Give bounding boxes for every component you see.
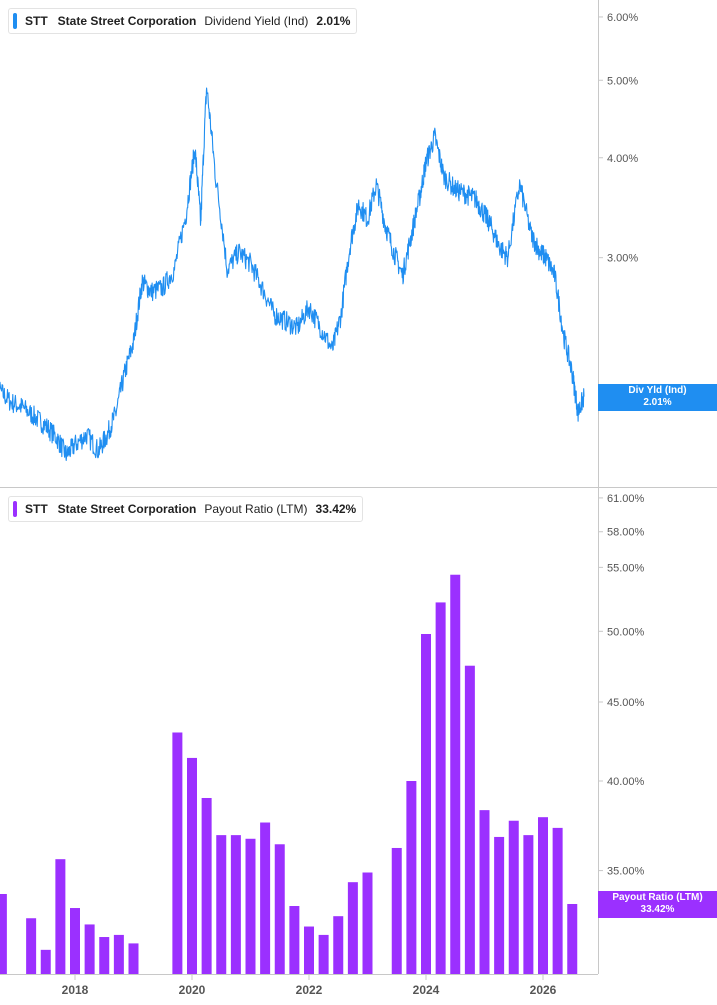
payout-bar xyxy=(216,835,227,974)
y-tick-label: 45.00% xyxy=(607,697,645,709)
payout-bar xyxy=(245,838,256,974)
legend-value: 2.01% xyxy=(316,14,351,28)
payout-bar xyxy=(494,836,505,974)
axes-layer xyxy=(0,0,717,980)
payout-bar xyxy=(567,903,578,974)
payout-value-badge: Payout Ratio (LTM) 33.42% xyxy=(598,890,717,918)
payout-bar xyxy=(552,827,563,974)
payout-bar xyxy=(333,916,344,974)
payout-bar xyxy=(201,797,212,974)
payout-bar xyxy=(70,908,80,974)
payout-bar xyxy=(0,893,7,974)
payout-bar xyxy=(113,934,124,974)
payout-bar xyxy=(421,633,431,974)
legend-metric: Payout Ratio (LTM) xyxy=(204,502,308,516)
badge-value: 2.01% xyxy=(643,396,672,408)
y-tick-label: 50.00% xyxy=(607,626,645,638)
payout-bar xyxy=(523,835,534,974)
payout-bar xyxy=(40,949,51,974)
y-tick-label: 3.00% xyxy=(607,253,638,265)
yield-swatch xyxy=(13,13,17,29)
payout-bar xyxy=(128,943,139,974)
payout-bar xyxy=(99,937,110,974)
x-tick-label: 2018 xyxy=(62,983,89,997)
y-tick-label: 58.00% xyxy=(607,527,645,539)
payout-bar xyxy=(274,844,285,974)
badge-title: Div Yld (Ind) xyxy=(628,384,687,396)
y-tick-label: 6.00% xyxy=(607,12,638,24)
badge-value: 33.42% xyxy=(640,903,675,915)
badge-title: Payout Ratio (LTM) xyxy=(612,891,703,903)
payout-bar xyxy=(26,918,37,974)
payout-bar xyxy=(230,835,241,974)
payout-bar xyxy=(84,924,95,974)
yield-value-badge: Div Yld (Ind) 2.01% xyxy=(598,383,717,411)
payout-bar xyxy=(406,781,417,974)
payout-bar xyxy=(435,602,446,974)
payout-bar xyxy=(479,810,490,974)
payout-bar xyxy=(172,732,183,974)
payout-bar xyxy=(55,859,66,974)
yield-legend: STT State Street Corporation Dividend Yi… xyxy=(8,8,358,34)
payout-legend: STT State Street Corporation Payout Rati… xyxy=(8,496,364,522)
payout-swatch xyxy=(13,501,17,517)
y-tick-label: 40.00% xyxy=(607,776,645,788)
payout-bar-layer xyxy=(0,574,578,974)
payout-bar xyxy=(260,822,271,974)
yield-series-line xyxy=(0,87,585,462)
payout-bar xyxy=(538,817,548,974)
payout-bar xyxy=(289,906,300,974)
y-tick-label: 4.00% xyxy=(607,153,638,165)
legend-metric: Dividend Yield (Ind) xyxy=(204,14,309,28)
legend-value: 33.42% xyxy=(315,502,357,516)
legend-company: State Street Corporation xyxy=(57,14,197,28)
payout-bar xyxy=(450,574,461,974)
payout-bar xyxy=(508,820,519,974)
legend-ticker: STT xyxy=(25,14,48,28)
payout-bar xyxy=(464,665,475,974)
payout-bar xyxy=(391,847,402,974)
payout-bar xyxy=(362,872,373,974)
payout-bar xyxy=(304,926,314,974)
x-tick-label: 2022 xyxy=(296,983,323,997)
y-tick-label: 55.00% xyxy=(607,562,645,574)
legend-company: State Street Corporation xyxy=(57,502,197,516)
y-tick-label: 5.00% xyxy=(607,75,638,87)
yield-line-layer xyxy=(0,87,585,462)
y-tick-label: 35.00% xyxy=(607,866,645,878)
legend-ticker: STT xyxy=(25,502,48,516)
x-tick-label: 2020 xyxy=(179,983,206,997)
payout-bar xyxy=(347,882,358,974)
payout-bar xyxy=(318,934,329,974)
x-tick-label: 2024 xyxy=(413,983,440,997)
payout-bar xyxy=(187,757,197,974)
y-tick-label: 61.00% xyxy=(607,493,645,505)
x-tick-label: 2026 xyxy=(530,983,557,997)
